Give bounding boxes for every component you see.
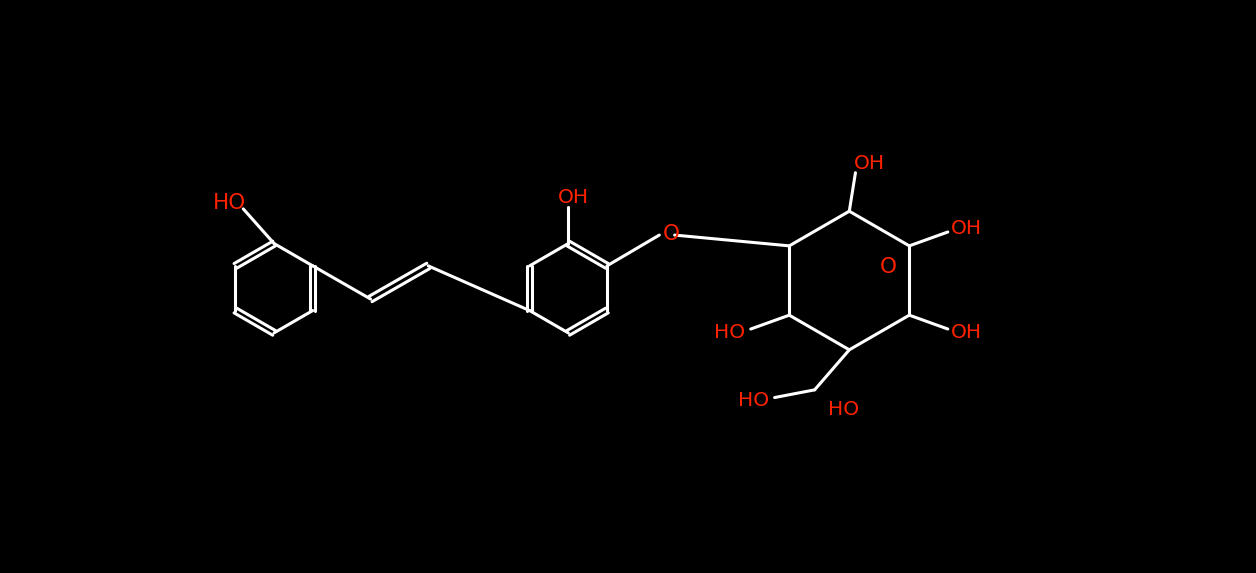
- Text: OH: OH: [854, 154, 885, 173]
- Text: OH: OH: [951, 219, 982, 238]
- Text: HO: HO: [713, 323, 745, 342]
- Text: O: O: [879, 257, 897, 277]
- Text: HO: HO: [737, 391, 769, 410]
- Text: OH: OH: [558, 188, 589, 207]
- Text: HO: HO: [212, 193, 246, 213]
- Text: OH: OH: [951, 323, 982, 343]
- Text: HO: HO: [828, 401, 859, 419]
- Text: O: O: [662, 223, 679, 244]
